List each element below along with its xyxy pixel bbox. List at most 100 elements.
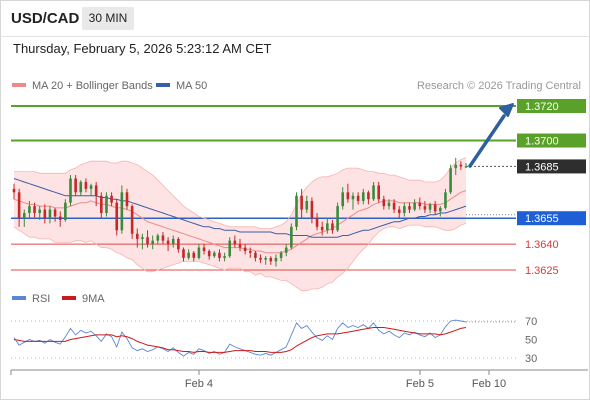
candle [233, 235, 237, 248]
candle-body [64, 202, 67, 220]
candle [115, 199, 119, 236]
candle [464, 162, 468, 169]
candle-body [423, 206, 427, 210]
level-box-1.3685 [517, 159, 586, 174]
candle [315, 213, 319, 231]
candle-body [17, 192, 21, 219]
candle [459, 161, 463, 170]
candle [397, 206, 401, 219]
candle [141, 233, 144, 250]
candle-body [207, 251, 211, 257]
candle [310, 197, 314, 224]
candle [444, 188, 447, 210]
candle [372, 181, 375, 201]
candle-body [259, 257, 262, 260]
candle [130, 204, 134, 239]
candle-body [361, 192, 365, 201]
candle [320, 221, 324, 236]
candle-body [418, 202, 422, 207]
candle [367, 190, 370, 205]
candle-body [336, 206, 339, 231]
candle [146, 230, 149, 248]
candle [346, 183, 350, 203]
bollinger-band-area [14, 157, 466, 291]
candle-body [197, 247, 201, 258]
x-tick-label-2: Feb 10 [472, 378, 506, 390]
candle [248, 247, 252, 258]
candle [259, 254, 262, 264]
candle-body [254, 252, 257, 258]
candle-body [284, 247, 288, 253]
candle-body [341, 192, 345, 207]
legend-rsi-ma-label: 9MA [82, 293, 105, 305]
candle-body [48, 209, 52, 219]
candle-body [397, 209, 401, 214]
candle-body [218, 252, 221, 258]
candle [326, 218, 329, 234]
candle [89, 183, 93, 196]
candle [38, 206, 41, 220]
candle [213, 251, 216, 258]
candle-body [367, 192, 370, 200]
candle-body [141, 237, 144, 239]
candle [156, 233, 160, 245]
candle-body [84, 181, 88, 189]
candle-body [171, 238, 175, 245]
candle-body [228, 240, 232, 257]
candle-body [182, 249, 185, 258]
candle-body [94, 185, 98, 196]
candle-body [202, 247, 206, 252]
candle-body [53, 209, 57, 217]
candle-body [110, 195, 113, 203]
legend-rsi: RSI [12, 293, 50, 305]
candle-body [177, 238, 180, 250]
candle-body [151, 240, 154, 245]
candle [428, 202, 432, 214]
candle-body [223, 256, 226, 258]
candle [356, 192, 360, 205]
candle-body [459, 164, 463, 167]
candle-body [392, 202, 396, 210]
candle-body [69, 178, 72, 203]
candle-body [161, 235, 165, 241]
candle [387, 199, 391, 210]
candle-body [408, 206, 411, 210]
candle [290, 223, 293, 250]
candle [418, 197, 422, 210]
level-label-1.3655: 1.3655 [525, 213, 559, 225]
candle [207, 249, 211, 260]
candle-body [22, 213, 26, 219]
candle-body [269, 257, 273, 262]
candle-body [444, 192, 447, 208]
candle-body [356, 195, 360, 201]
candle [161, 232, 165, 245]
candle-body [274, 257, 278, 262]
legend-rsi-ma: 9MA [62, 293, 105, 305]
candle [408, 202, 411, 214]
candle [94, 181, 98, 207]
x-tick-label-1: Feb 5 [406, 378, 434, 390]
candle-body [243, 247, 247, 252]
candle-body [43, 209, 47, 219]
timeframe-button[interactable]: 30 MIN [82, 7, 134, 30]
header-bar: USD/CAD 30 MIN [0, 0, 590, 37]
candle-body [454, 164, 458, 169]
candle [120, 185, 124, 234]
candle [43, 204, 47, 224]
candle-body [464, 166, 468, 168]
level-box-1.3700 [517, 133, 586, 148]
candle-body [377, 185, 380, 200]
candle [331, 219, 334, 234]
candle-body [387, 202, 391, 207]
candle-body [315, 218, 319, 227]
candle-body [166, 240, 170, 245]
candle-body [433, 204, 437, 212]
forecast-arrow-shaft [468, 114, 506, 168]
candle [351, 192, 355, 210]
candle-body [28, 206, 31, 214]
candle-body [238, 244, 242, 248]
datetime-label: Thursday, February 5, 2026 5:23:12 AM CE… [13, 41, 272, 56]
candle [125, 188, 129, 210]
candle-body [38, 209, 41, 214]
